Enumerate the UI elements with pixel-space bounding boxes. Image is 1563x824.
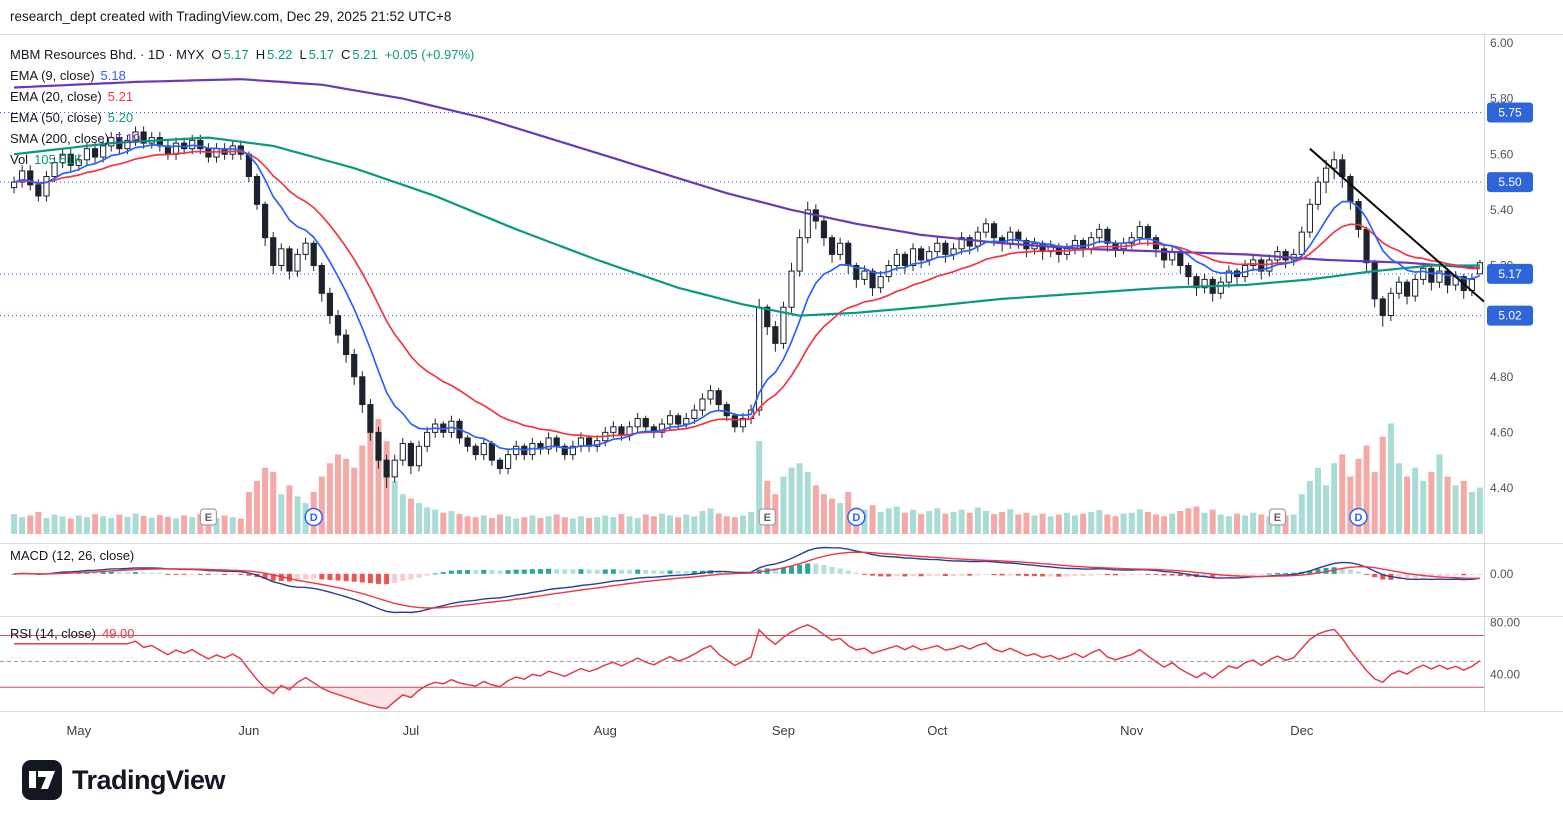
rsi-axis-label[interactable]: 40.00: [1490, 667, 1520, 681]
month-label: Jul: [403, 723, 420, 738]
tradingview-logo-icon: [22, 760, 62, 800]
earnings-marker[interactable]: [1268, 508, 1287, 526]
macd-legend-text: MACD (12, 26, close): [10, 548, 135, 563]
sma200-line[interactable]: [13, 78, 1481, 270]
month-label: Sep: [772, 723, 795, 738]
rsi-line[interactable]: [14, 623, 1481, 710]
price-badge: [1487, 305, 1533, 326]
legend-block: MBM Resources Bhd. · 1D · MYX O 5.17 H 5.22 L…: [10, 44, 474, 170]
ohlc-key: L: [299, 47, 307, 62]
price-axis-label[interactable]: 4.60: [1490, 425, 1514, 439]
volume-series: [11, 419, 1483, 534]
ema20-line[interactable]: [13, 150, 1481, 438]
legend-row[interactable]: EMA (50, close) 5.20: [10, 107, 474, 128]
legend-label: Vol: [10, 152, 29, 167]
macd-line[interactable]: [13, 546, 1481, 614]
macd-histogram: [11, 563, 1483, 585]
ema9-line[interactable]: [13, 144, 1481, 451]
footer: TradingView: [0, 746, 1563, 824]
earnings-marker-label: E: [205, 512, 212, 524]
legend-value: 5.21: [107, 89, 134, 104]
legend-value: 5.19: [115, 131, 141, 146]
ohlc-key: O: [211, 47, 222, 62]
time-axis[interactable]: May Jun Jul Aug Sep Oct Nov Dec: [67, 723, 1314, 738]
month-label: Dec: [1290, 723, 1314, 738]
price-badge: [1487, 172, 1533, 193]
ohlc-key: H: [255, 47, 266, 62]
month-label: Nov: [1120, 723, 1144, 738]
legend-label: EMA (50, close): [10, 110, 102, 125]
legend-label: SMA (200, close): [10, 131, 109, 146]
legend-row[interactable]: EMA (9, close) 5.18: [10, 65, 474, 86]
attribution-text: research_dept created with TradingView.c…: [10, 9, 452, 24]
price-badge-label: 5.75: [1498, 106, 1522, 120]
macd-axis-label[interactable]: 0.00: [1490, 567, 1514, 581]
earnings-marker-label: E: [1274, 512, 1281, 524]
main-chart-canvas[interactable]: E D E D E D 6.00 5.80 5.60 5.40 5.20 4.80 4.60 4.40 5.…: [0, 34, 1563, 746]
macd-signal-line[interactable]: [13, 551, 1480, 609]
price-axis-label[interactable]: 5.80: [1490, 92, 1514, 106]
price-badge: [1487, 102, 1533, 123]
legend-row[interactable]: SMA (200, close) 5.19: [10, 128, 474, 149]
symbol-row: MBM Resources Bhd. · 1D · MYX O 5.17 H 5.22 L…: [10, 44, 474, 65]
dividend-marker[interactable]: [304, 507, 323, 527]
change-value: +0.05 (+0.97%): [384, 47, 475, 62]
rsi-legend-text: RSI (14, close): [10, 626, 96, 641]
dividend-marker-label: D: [1354, 512, 1362, 524]
legend-value: 5.18: [100, 68, 126, 83]
price-axis-label[interactable]: 6.00: [1490, 36, 1514, 50]
price-badge: [1487, 263, 1533, 284]
price-axis-label[interactable]: 4.40: [1490, 481, 1514, 495]
ohlc-value: 5.22: [267, 47, 293, 62]
price-axis-label[interactable]: 5.60: [1490, 147, 1514, 161]
indicator-legends: EMA (9, close) 5.18 EMA (20, close) 5.21 EMA…: [10, 65, 474, 170]
candlestick-series: [10, 126, 1484, 488]
price-badge-label: 5.02: [1498, 309, 1522, 323]
ohlc-values: O 5.17 H 5.22 L 5.17 C 5.21: [204, 47, 377, 62]
ohlc-value: 5.17: [223, 47, 249, 62]
rsi-oversold-fill: [320, 687, 424, 709]
earnings-marker[interactable]: [758, 508, 776, 526]
month-label: Oct: [927, 723, 948, 738]
trendline[interactable]: [1309, 147, 1485, 303]
price-badge-label: 5.50: [1498, 175, 1522, 189]
rsi-axis-label[interactable]: 80.00: [1490, 616, 1520, 630]
rsi-legend[interactable]: RSI (14, close) 49.00: [10, 626, 135, 641]
rsi-oversold-fill: [264, 687, 280, 694]
dividend-marker-label: D: [310, 512, 318, 524]
price-axis-label[interactable]: 5.40: [1490, 203, 1514, 217]
price-axis[interactable]: 6.005.805.605.405.204.804.604.405.755.50…: [1487, 36, 1533, 681]
month-label: Jun: [238, 723, 259, 738]
attribution-bar: research_dept created with TradingView.c…: [0, 0, 1563, 34]
legend-row[interactable]: Vol 105.51K: [10, 149, 474, 170]
legend-value: 105.51K: [34, 152, 83, 167]
month-label: Aug: [594, 723, 617, 738]
legend-row[interactable]: EMA (20, close) 5.21: [10, 86, 474, 107]
earnings-marker[interactable]: [199, 508, 218, 526]
ohlc-value: 5.21: [352, 47, 378, 62]
dividend-marker[interactable]: [847, 507, 866, 527]
legend-label: EMA (9, close): [10, 68, 95, 83]
dividend-marker-label: D: [852, 512, 860, 524]
earnings-marker-label: E: [764, 512, 771, 524]
chart-area[interactable]: E D E D E D 6.00 5.80 5.60 5.40 5.20 4.80 4.60 4.40 5.…: [0, 34, 1563, 746]
pane-separators: [0, 34, 1563, 712]
rsi-value: 49.00: [101, 626, 135, 641]
price-axis-label[interactable]: 4.80: [1490, 370, 1514, 384]
month-label: May: [67, 723, 92, 738]
price-badge-label: 5.17: [1498, 267, 1522, 281]
tradingview-logo[interactable]: TradingView: [22, 760, 226, 800]
dividend-marker[interactable]: [1349, 507, 1368, 527]
ema50-line[interactable]: [13, 136, 1480, 317]
macd-legend[interactable]: MACD (12, 26, close): [10, 548, 134, 563]
ohlc-key: C: [341, 47, 351, 62]
symbol-title[interactable]: MBM Resources Bhd. · 1D · MYX: [10, 47, 205, 62]
legend-value: 5.20: [107, 110, 134, 125]
legend-label: EMA (20, close): [10, 89, 102, 104]
ohlc-value: 5.17: [308, 47, 335, 62]
rsi-pane: [0, 623, 1484, 710]
tradingview-logo-text: TradingView: [72, 764, 226, 795]
